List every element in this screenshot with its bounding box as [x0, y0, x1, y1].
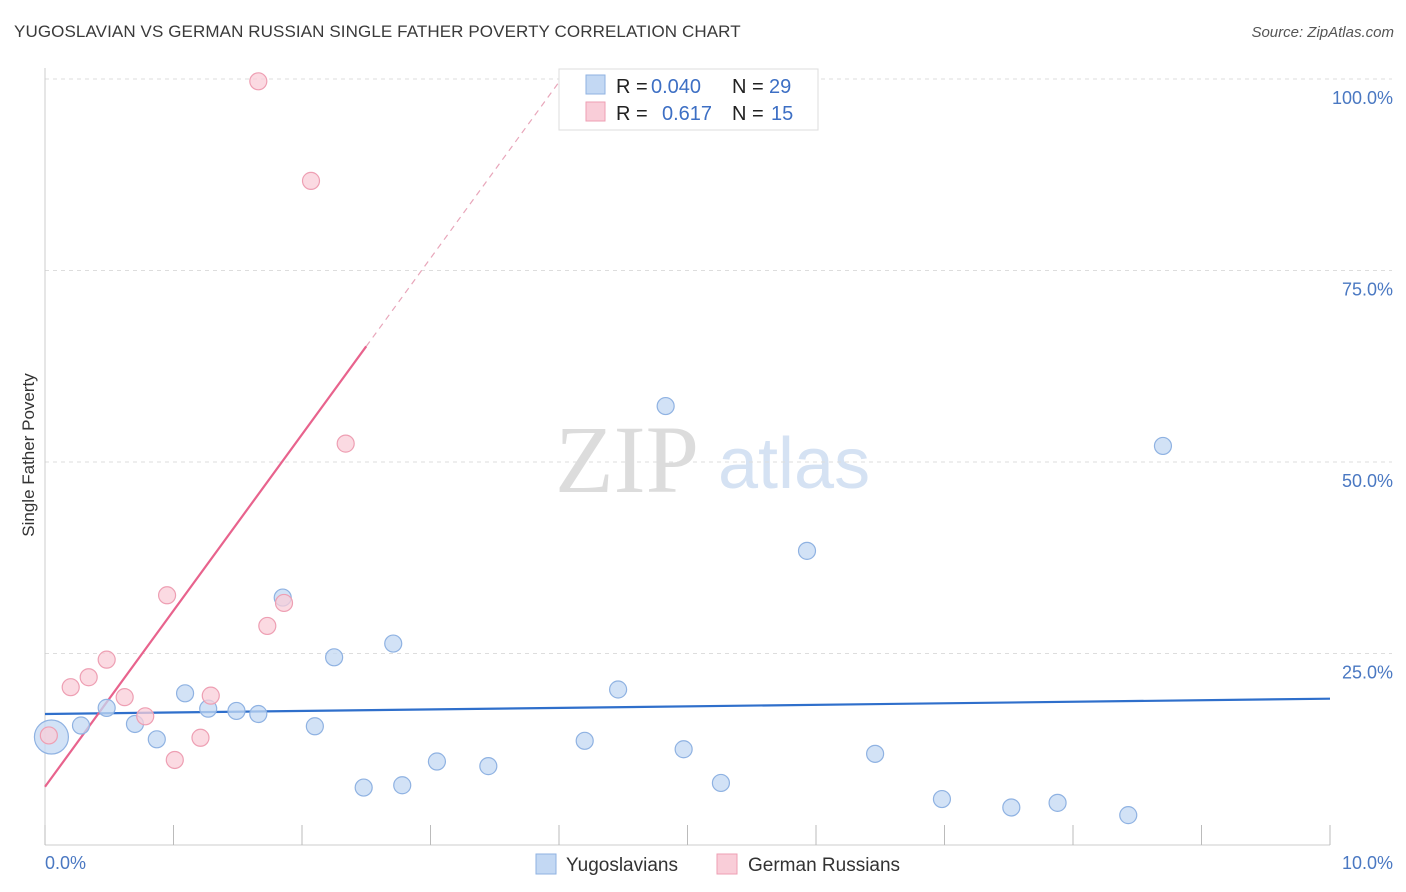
point-yugoslavians-25 [1002, 798, 1021, 817]
legend-n-label: N = [732, 76, 764, 98]
point-german-russians-11 [258, 616, 277, 636]
y-tick-label-75: 75.0% [1342, 280, 1393, 300]
x-tick-label-max: 10.0% [1342, 853, 1393, 873]
point-yugoslavians-5 [175, 684, 195, 703]
gridlines [45, 78, 1392, 654]
point-yugoslavians-18 [609, 680, 628, 699]
series-legend-label-yugoslavians: Yugoslavians [566, 855, 678, 876]
point-yugoslavians-21 [711, 773, 731, 793]
point-yugoslavians-4 [147, 730, 166, 749]
legend-swatch-german-russians [585, 101, 606, 122]
source-credit: Source: ZipAtlas.com [1251, 24, 1394, 41]
legend-r-label: R = [616, 76, 648, 98]
chart-title: YUGOSLAVIAN VS GERMAN RUSSIAN SINGLE FAT… [14, 22, 741, 41]
tick-labels: 25.0% 50.0% 75.0% 100.0% 0.0% 10.0% [45, 88, 1393, 873]
point-yugoslavians-19 [656, 396, 675, 416]
point-german-russians-5 [136, 707, 155, 726]
point-yugoslavians-24 [932, 789, 952, 809]
point-yugoslavians-26 [1048, 793, 1067, 812]
point-yugoslavians-15 [427, 752, 447, 771]
point-yugoslavians-28 [1153, 436, 1173, 456]
x-tick-label-min: 0.0% [45, 853, 86, 873]
point-yugoslavians-22 [797, 541, 817, 560]
point-yugoslavians-13 [384, 634, 403, 653]
trend-line-extension-1 [365, 81, 560, 347]
point-german-russians-10 [249, 72, 268, 91]
y-tick-label-100: 100.0% [1332, 88, 1393, 108]
legend-swatch-yugoslavians [585, 74, 606, 95]
watermark-atlas: atlas [718, 424, 870, 504]
point-yugoslavians-14 [393, 776, 412, 795]
point-german-russians-12 [274, 593, 294, 613]
series-legend-swatch-yugoslavians [535, 853, 557, 875]
legend-n-label: N = [732, 103, 764, 125]
legend-r-value-german-russians: 0.617 [662, 103, 712, 125]
legend-r-label: R = [616, 103, 648, 125]
legend-n-value-yugoslavians: 29 [769, 76, 791, 98]
stats-legend: R = 0.040 N = 29 R = 0.617 N = 15 [558, 68, 819, 131]
point-german-russians-6 [157, 586, 177, 605]
axes [44, 68, 1331, 846]
series-legend-swatch-german-russians [716, 853, 738, 875]
series-legend-label-german-russians: German Russians [748, 855, 900, 876]
point-german-russians-2 [79, 668, 98, 687]
point-yugoslavians-7 [227, 701, 246, 721]
point-german-russians-8 [191, 728, 210, 747]
point-yugoslavians-20 [674, 740, 693, 759]
point-yugoslavians-12 [354, 778, 373, 797]
y-tick-label-50: 50.0% [1342, 471, 1393, 491]
point-yugoslavians-11 [325, 648, 344, 667]
point-yugoslavians-8 [249, 704, 268, 724]
legend-n-value-german-russians: 15 [771, 103, 793, 125]
y-tick-label-25: 25.0% [1342, 663, 1393, 683]
y-axis-title: Single Father Poverty [19, 373, 38, 537]
series-legend: Yugoslavians German Russians [535, 853, 900, 876]
point-german-russians-14 [336, 434, 355, 453]
point-yugoslavians-10 [305, 717, 324, 736]
point-german-russians-4 [115, 688, 134, 707]
point-yugoslavians-27 [1119, 806, 1138, 825]
point-yugoslavians-17 [575, 731, 594, 750]
point-german-russians-13 [301, 171, 321, 190]
point-german-russians-0 [39, 726, 58, 745]
point-german-russians-7 [165, 750, 184, 770]
point-yugoslavians-1 [71, 716, 91, 735]
point-german-russians-9 [201, 686, 220, 705]
point-yugoslavians-23 [866, 744, 885, 763]
point-yugoslavians-16 [479, 757, 498, 776]
trend-line-1 [44, 345, 368, 788]
data-points [33, 72, 1173, 825]
legend-r-value-yugoslavians: 0.040 [651, 76, 701, 98]
watermark-zip: ZIP [555, 406, 699, 513]
point-yugoslavians-2 [97, 698, 116, 717]
point-german-russians-1 [61, 678, 80, 697]
point-german-russians-3 [97, 650, 116, 669]
